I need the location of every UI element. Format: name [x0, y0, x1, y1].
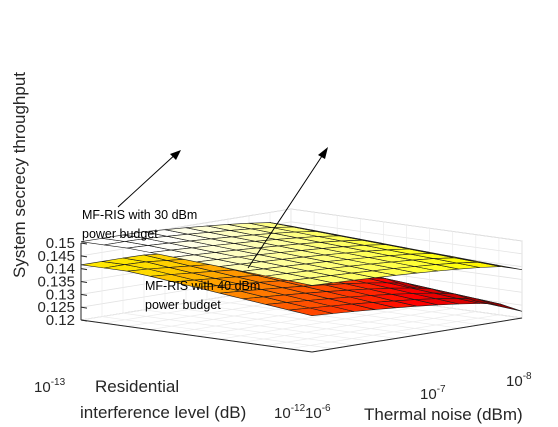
annotation-30dbm-line2: power budget	[82, 227, 158, 241]
z-tick-mark	[80, 281, 88, 283]
annotation-40dbm: MF-RIS with 40 dBm power budget	[145, 147, 328, 312]
surface-cell	[477, 261, 523, 270]
surface-cell	[477, 298, 523, 312]
thermal-tick-2: 10-7	[420, 384, 446, 403]
axis-line	[311, 317, 523, 353]
z-tick-mark	[80, 319, 88, 322]
annotation-40dbm-arrowhead	[318, 147, 328, 159]
z-tick-mark	[80, 306, 88, 309]
annotation-30dbm-arrowhead	[170, 150, 181, 160]
surface-40dbm	[80, 222, 523, 286]
z-tick-mark	[80, 242, 88, 245]
annotation-40dbm-line2: power budget	[145, 298, 221, 312]
axis-line	[80, 319, 313, 353]
residential-axis-label-line1: Residential	[95, 377, 179, 396]
z-tick-label: 0.13	[46, 286, 75, 303]
surfaces	[80, 222, 523, 317]
annotation-30dbm-line1: MF-RIS with 30 dBm	[82, 208, 197, 222]
z-tick-label: 0.14	[46, 261, 75, 278]
residential-tick-2: 10-12	[274, 403, 306, 422]
z-axis-label: System secrecy throughput	[10, 72, 29, 278]
annotation-30dbm: MF-RIS with 30 dBm power budget	[82, 150, 197, 241]
z-tick-label: 0.135	[37, 273, 75, 290]
z-tick-mark	[80, 293, 88, 296]
floor-gridline	[206, 299, 439, 332]
z-tick-label: 0.145	[37, 248, 75, 265]
z-tick-label: 0.125	[37, 299, 75, 316]
floor-gridline	[265, 311, 476, 346]
floor-gridline	[242, 308, 453, 343]
thermal-tick-3: 10-8	[506, 371, 532, 390]
floor-gridline	[288, 314, 499, 350]
floor-gridline	[219, 304, 430, 340]
z-tick-label: 0.15	[46, 235, 75, 252]
z-tick-mark	[80, 268, 88, 271]
thermal-tick-1: 10-6	[305, 403, 331, 422]
thermal-axis-label: Thermal noise (dBm)	[364, 405, 523, 424]
z-tick-label: 0.12	[46, 312, 75, 329]
z-tick-mark	[80, 255, 88, 258]
annotation-40dbm-line1: MF-RIS with 40 dBm	[145, 279, 260, 293]
residential-tick-1: 10-13	[34, 377, 66, 396]
residential-axis-label-line2: interference level (dB)	[80, 403, 246, 422]
